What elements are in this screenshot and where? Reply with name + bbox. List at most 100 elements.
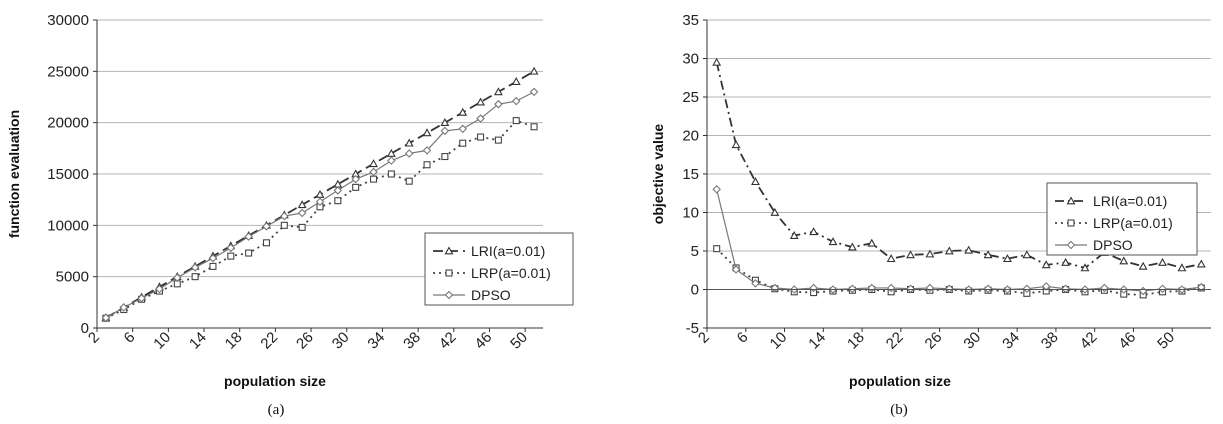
chart-b-y-tick-label: 15 xyxy=(682,166,699,183)
chart-b-series-1-point xyxy=(770,207,780,216)
chart-b-x-tick-label: 26 xyxy=(922,329,946,353)
chart-a-series-1-point xyxy=(493,87,503,96)
chart-a-x-tick-label: 26 xyxy=(293,329,317,353)
chart-a-series-3-point xyxy=(262,222,271,231)
chart-b-series-1-point xyxy=(731,140,741,149)
chart-a-x-axis-title: population size xyxy=(224,373,326,389)
chart-a-x-tick-label: 14 xyxy=(186,329,210,353)
chart-a-series-2-point xyxy=(245,249,253,257)
chart-b-x-tick-label: 2 xyxy=(695,329,713,347)
chart-a-series-1-point xyxy=(333,179,343,188)
chart-b-x-tick-label: 18 xyxy=(844,329,868,353)
chart-b-series-1-point xyxy=(1003,254,1012,263)
chart-b-x-tick-label: 30 xyxy=(960,329,984,353)
chart-a-series-3-point xyxy=(511,96,521,106)
chart-a-series-2-point xyxy=(352,183,360,191)
chart-b-series-1-point xyxy=(1177,263,1187,272)
chart-a-y-tick-label: 15000 xyxy=(47,166,89,183)
chart-b-x-tick-label: 50 xyxy=(1154,329,1178,353)
chart-b-legend-marker-3 xyxy=(1066,240,1076,250)
chart-b-series-3-point xyxy=(848,284,857,294)
chart-a-series-3-point xyxy=(280,211,289,221)
chart-a-x-tick-label: 46 xyxy=(471,329,495,353)
chart-a-series-1-point xyxy=(369,159,378,168)
chart-a-y-tick-label: 25000 xyxy=(47,63,89,80)
chart-b-series-3-point xyxy=(906,284,915,294)
chart-a-caption: (a) xyxy=(268,402,285,418)
chart-a-x-tick-label: 6 xyxy=(121,329,139,347)
chart-a-series-2-point xyxy=(459,139,467,147)
chart-a-y-tick-label: 5000 xyxy=(56,269,89,286)
chart-b-x-tick-label: 6 xyxy=(734,329,752,347)
chart-a-series-1-point xyxy=(440,118,450,127)
chart-a-series-2-point xyxy=(369,175,378,183)
chart-a-series-3-point xyxy=(137,293,146,303)
chart-a-legend-label-1: LRI(a=0.01) xyxy=(471,243,545,259)
chart-a-series-3-point xyxy=(369,167,378,177)
chart-a-series-3-point xyxy=(226,243,236,253)
chart-b-series-1-point xyxy=(1041,260,1051,269)
chart-b-series-1-point xyxy=(1158,257,1167,266)
chart-b-y-tick-label: -5 xyxy=(686,320,699,337)
chart-b-y-tick-label: 0 xyxy=(691,282,699,299)
chart-b-series-3-point xyxy=(945,284,954,294)
chart-a-series-2-point xyxy=(280,221,288,229)
chart-a-series-2-point xyxy=(191,273,199,281)
chart-b-series-1-point xyxy=(1022,250,1032,259)
chart-b-series-1-point xyxy=(809,227,819,236)
chart-b-caption: (b) xyxy=(890,402,908,418)
chart-a-legend-marker-3 xyxy=(444,290,454,300)
chart-a-series-3-point xyxy=(529,87,539,97)
chart-a-series-3-point xyxy=(333,186,343,195)
chart-a-x-tick-label: 10 xyxy=(150,329,174,353)
chart-b-y-tick-label: 35 xyxy=(682,12,699,29)
chart-a-series-3-point xyxy=(190,263,200,272)
chart-a-series-2-point xyxy=(227,252,235,260)
chart-b-y-tick-label: 30 xyxy=(682,51,699,68)
chart-a-series-1-point xyxy=(315,189,325,198)
chart-a-series-3-point xyxy=(476,114,485,123)
chart-b-x-tick-label: 14 xyxy=(805,329,829,353)
chart-b-x-tick-label: 10 xyxy=(767,329,791,353)
chart-b-series-2-point xyxy=(713,245,721,253)
chart-a-series-3-point xyxy=(404,149,414,158)
chart-a-series-3-point xyxy=(387,156,396,165)
chart-b-series-1-line xyxy=(715,62,1202,269)
chart-a-legend-label-3: DPSO xyxy=(471,287,511,303)
chart-b-series-1-point xyxy=(847,242,857,251)
chart-b-series-2-line xyxy=(716,248,1202,296)
chart-a-x-tick-label: 38 xyxy=(400,329,424,353)
chart-b-series-1-point xyxy=(906,250,915,259)
chart-a-series xyxy=(101,66,539,323)
chart-a-series-2-point xyxy=(423,161,431,169)
chart-a-series-3-point xyxy=(297,208,307,218)
chart-a-x-tick-label: 30 xyxy=(329,329,353,353)
chart-a-series-1-point xyxy=(458,107,468,116)
chart-b-legend-label-2: LRP(a=0.01) xyxy=(1093,215,1173,231)
chart-b-series-1-point xyxy=(983,250,993,259)
chart-b-series-1-point xyxy=(751,177,760,186)
chart-b-y-tick-label: 20 xyxy=(682,128,699,145)
chart-a-series-2-point xyxy=(441,153,449,161)
chart-b-y-tick-label: 5 xyxy=(691,243,699,260)
chart-b-series xyxy=(712,57,1206,299)
chart-b-series-1-point xyxy=(1080,263,1090,272)
chart-b-x-tick-label: 42 xyxy=(1077,329,1101,353)
chart-a-series-1-point xyxy=(511,76,521,85)
chart-a-y-tick-label: 20000 xyxy=(47,115,89,132)
chart-b-series-1-point xyxy=(1196,259,1206,268)
chart-a-x-tick-label: 34 xyxy=(364,329,388,353)
chart-a-x-tick-label: 22 xyxy=(257,329,281,353)
chart-b-series-1-point xyxy=(828,237,838,246)
chart-a-series-2-point xyxy=(209,262,217,270)
chart-b-series-1-point xyxy=(789,230,799,239)
chart-a-series-3-point xyxy=(351,174,360,184)
chart-b-legend-label-1: LRI(a=0.01) xyxy=(1093,193,1167,209)
chart-a-legend-label-2: LRP(a=0.01) xyxy=(471,265,551,281)
chart-a-x-tick-label: 50 xyxy=(507,329,531,353)
chart-b-series-3-point xyxy=(751,279,760,288)
chart-b-series-1-point xyxy=(1119,256,1129,265)
chart-b-series-1-point xyxy=(944,246,954,255)
chart-a-series-2-point xyxy=(405,177,413,185)
